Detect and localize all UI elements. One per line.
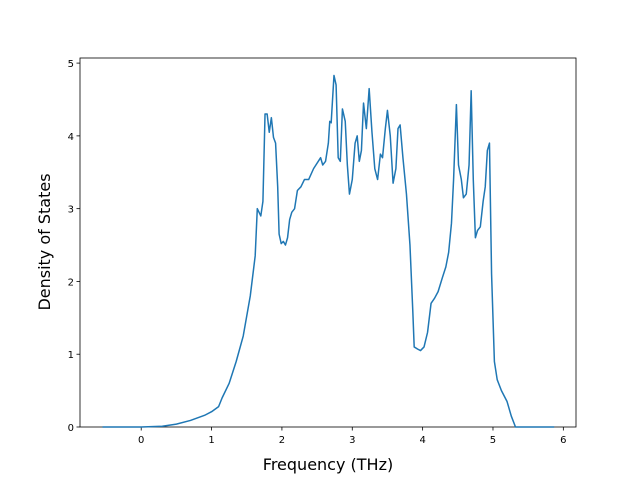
x-tick-label: 5 — [490, 435, 496, 446]
x-tick-label: 4 — [419, 435, 425, 446]
y-axis-label: Density of States — [35, 173, 54, 310]
y-tick-label: 0 — [68, 423, 74, 434]
y-tick-label: 3 — [68, 205, 74, 216]
x-tick-label: 3 — [349, 435, 355, 446]
data-line — [102, 74, 555, 428]
x-tick-label: 1 — [208, 435, 214, 446]
y-tick-label: 1 — [68, 350, 74, 361]
y-tick-label: 4 — [68, 132, 74, 143]
y-tick-label: 2 — [68, 277, 74, 288]
x-tick-label: 0 — [138, 435, 144, 446]
x-tick-label: 6 — [560, 435, 566, 446]
x-tick-label: 2 — [279, 435, 285, 446]
x-axis-label: Frequency (THz) — [263, 455, 393, 474]
y-tick-label: 5 — [68, 59, 74, 70]
plot-frame — [79, 57, 577, 428]
